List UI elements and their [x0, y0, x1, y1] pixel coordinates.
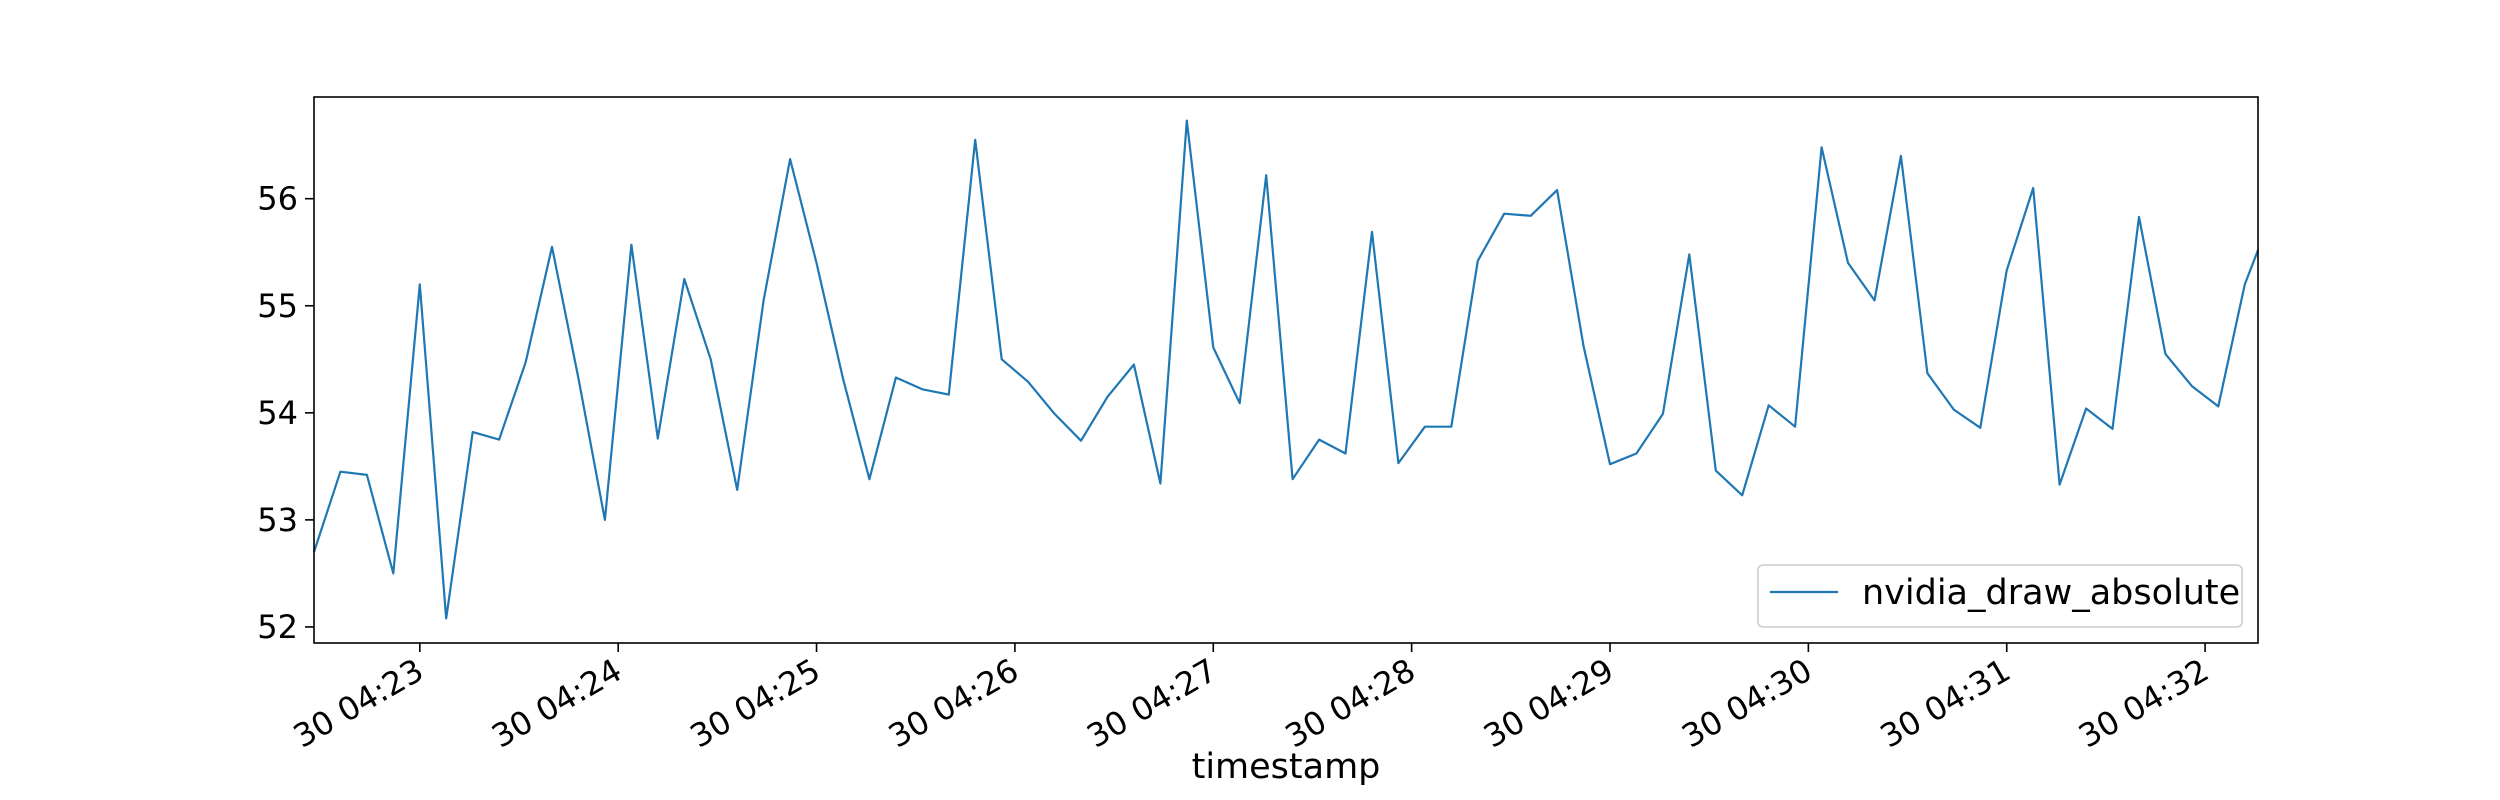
x-tick-label: 30 04:26: [882, 651, 1025, 755]
y-axis: 52 53 54 55 56: [257, 180, 314, 646]
x-axis: 30 04:23 30 04:24 30 04:25 30 04:26 30 04:27…: [287, 643, 2215, 755]
x-tick-label: 30 04:29: [1477, 651, 1620, 755]
legend-label: nvidia_draw_absolute: [1862, 573, 2240, 613]
legend-box: [1757, 564, 2243, 628]
y-tick-label: 55: [257, 287, 298, 325]
series-line-0: [312, 119, 2260, 620]
plot-frame: [313, 96, 2259, 644]
x-tick-label: 30 04:24: [485, 651, 628, 755]
plot-area: [312, 119, 2260, 620]
x-tick-label: 30 04:30: [1675, 651, 1818, 755]
y-tick-label: 53: [257, 501, 298, 539]
x-tick-label: 30 04:27: [1080, 651, 1223, 755]
x-axis-title: timestamp: [1192, 747, 1381, 787]
x-tick-label: 30 04:25: [684, 651, 827, 755]
legend: nvidia_draw_absolute: [1757, 564, 2243, 628]
x-tick-label: 30 04:31: [1874, 651, 2017, 755]
y-tick-label: 52: [257, 608, 298, 646]
x-tick-label: 30 04:23: [287, 651, 430, 755]
y-tick-label: 54: [257, 394, 298, 432]
y-tick-label: 56: [257, 180, 298, 218]
x-tick-label: 30 04:28: [1279, 651, 1422, 755]
x-tick-label: 30 04:32: [2072, 651, 2215, 755]
